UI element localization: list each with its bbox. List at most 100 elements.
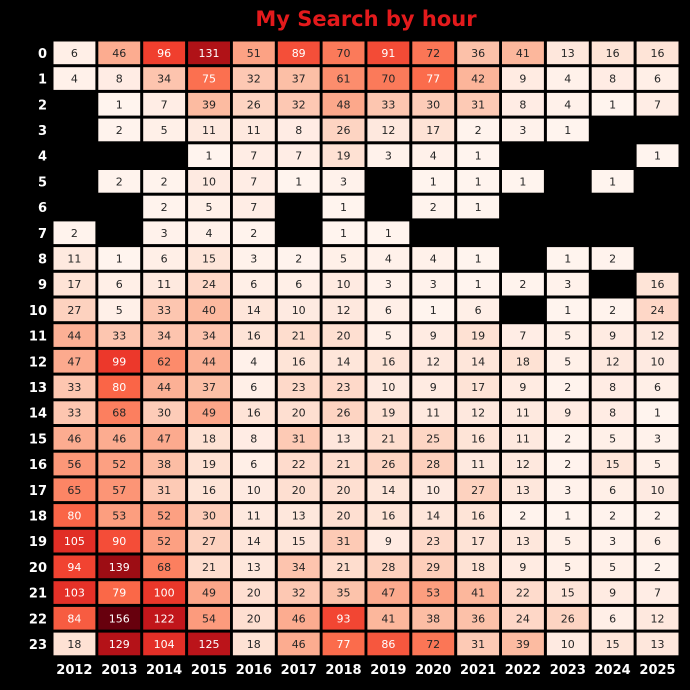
cell-value-label: 10 <box>426 484 440 497</box>
heatmap-cell <box>412 632 455 656</box>
cell-value-label: 15 <box>561 587 575 600</box>
y-tick-label: 14 <box>29 407 47 422</box>
cell-value-label: 12 <box>651 330 665 343</box>
heatmap-cell <box>277 427 320 450</box>
y-tick-label: 0 <box>38 47 47 62</box>
heatmap-cell <box>143 221 186 245</box>
y-tick-label: 7 <box>38 227 47 242</box>
cell-value-label: 1 <box>475 252 482 265</box>
cell-value-label: 6 <box>295 278 302 291</box>
cell-value-label: 20 <box>247 587 261 600</box>
heatmap-cell <box>322 144 365 167</box>
heatmap-cell <box>502 478 544 502</box>
cell-value-label: 13 <box>292 509 306 522</box>
cell-value-label: 47 <box>157 432 171 445</box>
heatmap-cell <box>457 272 500 296</box>
cell-value-label: 16 <box>471 509 485 522</box>
cell-value-label: 9 <box>609 587 616 600</box>
heatmap-cell <box>591 349 634 373</box>
heatmap-cell <box>457 375 500 399</box>
cell-value-label: 65 <box>67 484 81 497</box>
cell-value-label: 90 <box>112 535 126 548</box>
heatmap-cell <box>188 555 230 579</box>
cell-value-label: 14 <box>247 304 261 317</box>
cell-value-label: 11 <box>247 124 261 137</box>
cell-value-label: 37 <box>292 73 306 86</box>
cell-value-label: 39 <box>516 638 530 651</box>
y-tick-label: 13 <box>29 381 47 396</box>
cell-value-label: 1 <box>654 407 661 420</box>
heatmap-cell <box>546 632 589 656</box>
cell-value-label: 1 <box>475 278 482 291</box>
heatmap-cell <box>546 92 589 116</box>
heatmap-cell <box>367 401 410 424</box>
heatmap-cell <box>367 67 410 90</box>
cell-value-label: 9 <box>519 73 526 86</box>
cell-value-label: 62 <box>157 355 171 368</box>
heatmap-cell <box>322 195 365 219</box>
cell-value-label: 8 <box>609 381 616 394</box>
x-tick-label: 2020 <box>415 663 451 678</box>
x-tick-label: 2014 <box>146 663 182 678</box>
y-tick-label: 11 <box>29 330 47 345</box>
heatmap-cell <box>457 632 500 656</box>
heatmap-cell <box>322 606 365 630</box>
heatmap-cell <box>546 272 589 296</box>
cell-value-label: 57 <box>112 484 126 497</box>
cell-value-label: 3 <box>609 535 616 548</box>
cell-value-label: 44 <box>67 330 81 343</box>
cell-value-label: 17 <box>471 535 485 548</box>
cell-value-label: 11 <box>471 458 485 471</box>
cell-value-label: 5 <box>609 432 616 445</box>
cell-value-label: 1 <box>430 304 437 317</box>
cell-value-label: 46 <box>67 432 81 445</box>
heatmap-cell <box>502 375 544 399</box>
heatmap-cell <box>232 195 275 219</box>
cell-value-label: 1 <box>475 201 482 214</box>
cell-value-label: 7 <box>295 150 302 163</box>
y-tick-label: 12 <box>29 355 47 370</box>
cell-value-label: 2 <box>161 175 168 188</box>
cell-value-label: 39 <box>202 98 216 111</box>
y-tick-label: 19 <box>29 535 47 550</box>
heatmap-cell <box>591 504 634 527</box>
cell-value-label: 6 <box>609 484 616 497</box>
cell-value-label: 13 <box>561 47 575 60</box>
heatmap-cell <box>98 606 141 630</box>
heatmap-cell <box>412 272 455 296</box>
heatmap-cell <box>98 298 141 322</box>
heatmap-cell <box>412 67 455 90</box>
cell-value-label: 10 <box>202 175 216 188</box>
cell-value-label: 1 <box>564 304 571 317</box>
heatmap-cell <box>277 41 320 65</box>
heatmap-cell <box>98 118 141 142</box>
cell-value-label: 41 <box>471 587 485 600</box>
heatmap-cell <box>591 170 634 193</box>
cell-value-label: 100 <box>154 587 175 600</box>
cell-value-label: 52 <box>157 535 171 548</box>
heatmap-cell <box>143 529 186 553</box>
heatmap-cell <box>636 272 679 296</box>
cell-value-label: 42 <box>471 73 485 86</box>
cell-value-label: 33 <box>381 98 395 111</box>
cell-value-label: 6 <box>116 278 123 291</box>
heatmap-cell <box>188 324 230 347</box>
heatmap-cell <box>322 118 365 142</box>
cell-value-label: 2 <box>609 252 616 265</box>
heatmap-cell <box>277 632 320 656</box>
heatmap-cell <box>502 401 544 424</box>
heatmap-cell <box>322 401 365 424</box>
heatmap-cell <box>367 529 410 553</box>
cell-value-label: 12 <box>381 124 395 137</box>
heatmap-cell <box>591 529 634 553</box>
cell-value-label: 16 <box>651 278 665 291</box>
cell-value-label: 139 <box>109 561 130 574</box>
heatmap-cell <box>322 632 365 656</box>
cell-value-label: 5 <box>564 330 571 343</box>
heatmap-cell <box>322 427 365 450</box>
cell-value-label: 5 <box>206 201 213 214</box>
heatmap-cell <box>322 221 365 245</box>
cell-value-label: 105 <box>64 535 85 548</box>
heatmap-cell <box>277 401 320 424</box>
